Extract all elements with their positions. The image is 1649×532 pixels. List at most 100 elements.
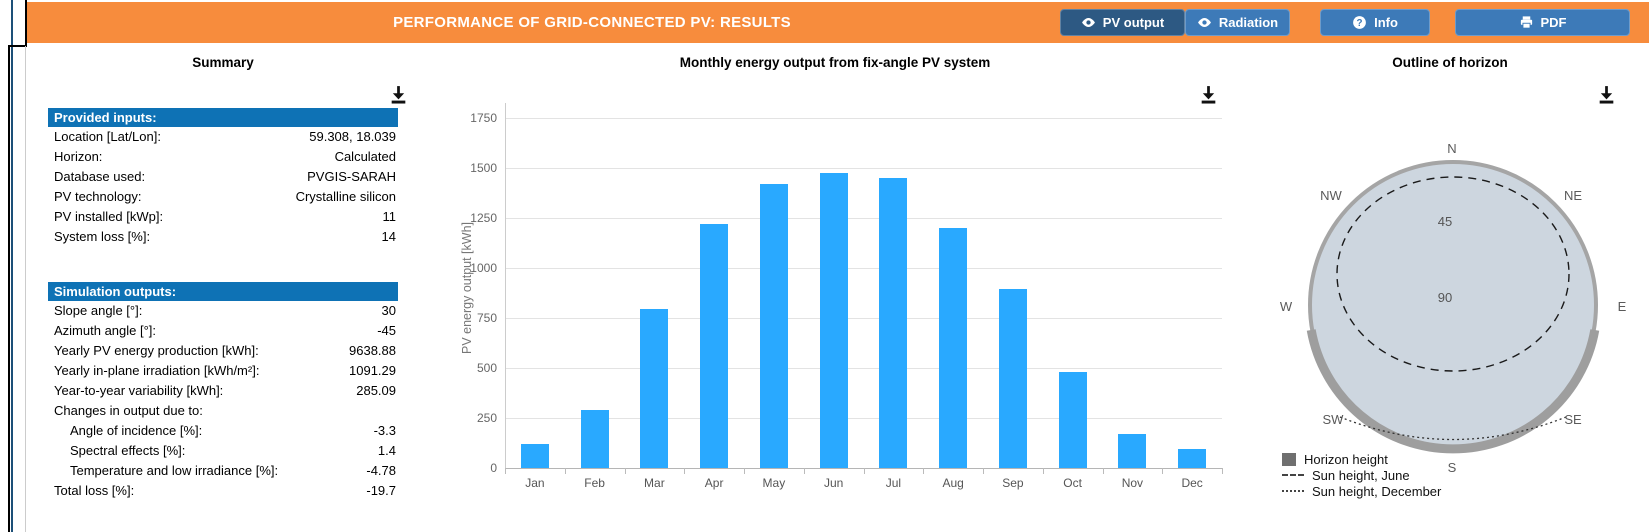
x-tick-label: Dec [1181,476,1203,490]
button-pdf[interactable]: PDF [1455,9,1630,36]
gridline [505,118,1222,119]
compass-ne: NE [1564,188,1582,203]
x-axis-tick [684,468,686,474]
row-label: PV technology: [54,189,142,204]
table-section-header: Provided inputs: [48,108,398,127]
x-axis-tick [505,468,506,474]
table-row: Temperature and low irradiance [%]: -4.78 [48,461,398,481]
table-row: System loss [%]: 14 [48,227,398,247]
table-row: Yearly PV energy production [kWh]: 9638.8… [48,341,398,361]
table-row: PV technology: Crystalline silicon [48,187,398,207]
x-axis-tick [624,468,626,474]
download-chart-icon[interactable] [1198,84,1220,106]
row-value: -19.7 [366,483,396,498]
row-label: Temperature and low irradiance [%]: [70,463,279,478]
row-value: 285.09 [356,383,396,398]
table-row: Location [Lat/Lon]: 59.308, 18.039 [48,127,398,147]
row-label: Total loss [%]: [54,483,135,498]
radial-label-45: 45 [1438,214,1452,229]
bar-aug [939,228,968,468]
y-tick-label: 1000 [470,261,497,275]
eye-icon [1197,15,1212,30]
horizon-title: Outline of horizon [1392,55,1508,70]
x-axis-tick [744,468,745,474]
row-label: Spectral effects [%]: [70,443,186,458]
legend-label: Horizon height [1304,451,1388,467]
x-tick-label: Jul [885,476,902,490]
row-value: 59.308, 18.039 [309,129,396,144]
row-value: 1.4 [377,443,396,458]
x-tick-label: Jan [525,476,545,490]
bar-jan [520,444,549,468]
chart-title: Monthly energy output from fix-angle PV … [679,55,991,70]
button-pv-output[interactable]: PV output [1060,9,1185,36]
bar-feb [580,410,609,468]
y-tick-label: 500 [476,361,497,375]
x-axis-tick [1102,468,1104,474]
button-label: PV output [1102,15,1165,30]
eye-icon [1081,15,1096,30]
table-row: Yearly in-plane irradiation [kWh/m²]: 109… [48,361,398,381]
x-tick-label: Nov [1121,476,1144,490]
legend-label: Sun height, June [1312,467,1410,483]
content-border-left [25,46,26,532]
x-axis-tick [923,468,925,474]
row-value: -4.78 [366,463,396,478]
download-horizon-icon[interactable] [1596,84,1618,106]
row-label: Year-to-year variability [kWh]: [54,383,224,398]
y-tick-label: 750 [476,311,497,325]
legend-item: Horizon height [1282,451,1441,467]
x-tick-label: Apr [704,476,724,490]
legend-label: Sun height, December [1312,483,1442,499]
row-value: -3.3 [373,423,396,438]
compass-se: SE [1564,412,1582,427]
summary-table: Provided inputs: Location [Lat/Lon]: 59.30… [48,108,398,501]
table-row: Total loss [%]: -19.7 [48,481,398,501]
x-tick-label: Mar [644,476,665,490]
table-row: PV installed [kWp]: 11 [48,207,398,227]
download-summary-icon[interactable] [388,84,410,106]
row-label: Location [Lat/Lon]: [54,129,161,144]
y-axis-line [505,103,506,468]
summary-title: Summary [192,55,254,70]
gridline [505,218,1222,219]
x-axis-tick [803,468,805,474]
row-label: Changes in output due to: [54,403,203,418]
button-info[interactable]: ? Info [1320,9,1430,36]
button-label: Radiation [1218,15,1279,30]
row-label: Horizon: [54,149,103,164]
row-value: 14 [381,229,396,244]
sun-december-swatch [1282,490,1304,492]
table-row: Database used: PVGIS-SARAH [48,167,398,187]
button-label: Info [1374,15,1398,30]
question-icon: ? [1352,15,1367,30]
row-label: System loss [%]: [54,229,151,244]
row-label: Yearly in-plane irradiation [kWh/m²]: [54,363,260,378]
bar-sep [998,289,1027,468]
sun-height-june-line [1336,176,1570,372]
x-axis-tick [1222,468,1223,474]
compass-s: S [1448,460,1457,475]
x-tick-label: Sep [1002,476,1024,490]
bar-jul [879,178,908,468]
window-edge-blue-line [11,0,13,532]
legend-item: Sun height, June [1282,467,1441,483]
x-axis-tick [1162,468,1164,474]
summary-section: Simulation outputs: Slope angle [°]: 30 Azi… [48,282,398,501]
row-value: Calculated [334,149,396,164]
sun-height-december-line [1339,416,1567,441]
row-label: Slope angle [°]: [54,303,143,318]
sun-june-swatch [1282,474,1304,476]
horizon-height-swatch [1282,452,1296,466]
button-radiation[interactable]: Radiation [1185,9,1290,36]
horizon-plot: 45 90 N NE E SE S SW W NW [1280,141,1627,475]
compass-n: N [1447,141,1456,156]
y-tick-label: 1500 [470,161,497,175]
y-tick-label: 1250 [470,211,497,225]
horizon-height-ring [1306,329,1600,454]
table-row: Changes in output due to: [48,401,398,421]
horizon-legend: Horizon height Sun height, June Sun heig… [1282,451,1441,499]
bar-jun [819,173,848,468]
gridline [505,418,1222,419]
